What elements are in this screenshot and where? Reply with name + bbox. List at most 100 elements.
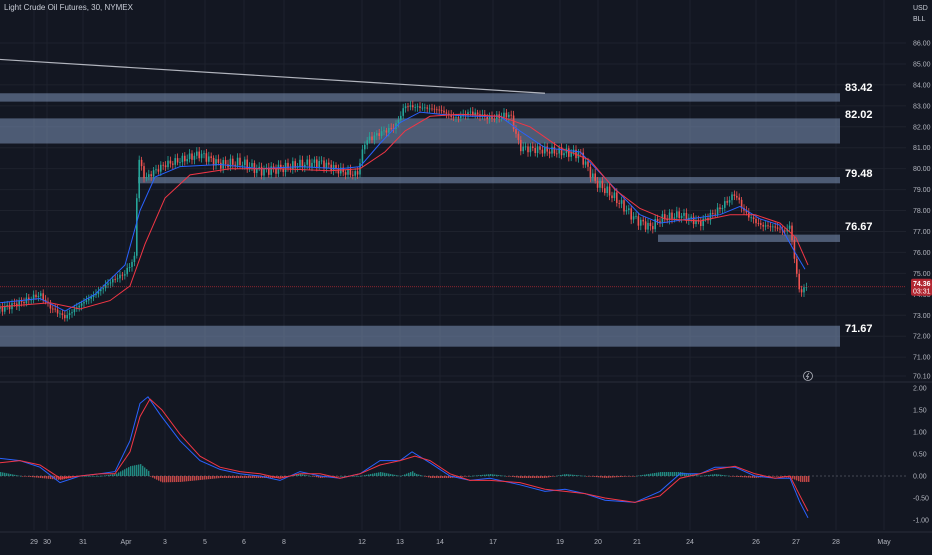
candle-body [599,180,601,188]
x-tick-label: Apr [121,539,133,546]
candle-body [539,146,541,150]
histogram-bar [606,476,608,478]
candle-body [505,112,508,118]
histogram-bar [212,476,214,479]
osc-line-blue [0,396,809,519]
candle-body [325,162,328,169]
histogram-bar [234,476,236,478]
candle-body [210,156,212,158]
candle-body [92,295,95,297]
histogram-bar [308,475,310,477]
histogram-bar [270,476,272,478]
candle-body [196,151,198,156]
candle-body [676,211,678,218]
candle-body [438,109,440,111]
y-tick-label: 82.00 [913,124,931,131]
histogram-bar [578,475,580,476]
histogram-bar [166,476,168,483]
histogram-bar [250,476,252,478]
histogram-bar [502,475,504,477]
x-tick-label: 19 [556,539,564,546]
candle-body [270,166,272,175]
candle-body [589,166,592,178]
candle-body [224,160,227,165]
histogram-bar [88,476,90,477]
histogram-bar [704,475,706,477]
histogram-bar [742,476,744,478]
lightning-icon [803,371,813,381]
candle-body [378,133,380,136]
histogram-bar [622,476,624,477]
histogram-bar [582,475,584,477]
candle-body [623,200,625,212]
candle-body [308,159,311,168]
histogram-bar [410,472,412,476]
y-tick-label: 86.00 [913,41,931,48]
histogram-bar [104,475,106,477]
candle-body [121,274,124,276]
histogram-bar [184,476,186,482]
histogram-bar [686,473,688,476]
level-label: 82.02 [845,109,873,121]
candle-body [664,214,666,220]
candle-body [517,133,520,140]
histogram-bar [484,474,486,476]
level-zone [658,234,840,242]
histogram-bar [646,474,648,476]
candle-body [582,152,584,165]
candle-body [328,162,330,165]
x-tick-label: 6 [242,539,246,546]
candle-body [260,166,263,176]
candle-body [191,153,193,160]
histogram-bar [366,474,368,476]
histogram-bar [134,465,136,476]
histogram-bar [132,465,134,476]
candle-body [157,169,160,172]
candle-body [335,165,337,169]
candle-body [726,201,728,203]
candle-body [8,305,11,310]
level-label: 76.67 [845,221,873,233]
candle-body [184,155,186,162]
histogram-bar [322,476,324,478]
histogram-bar [180,476,182,482]
histogram-bar [450,476,452,478]
histogram-bar [98,476,100,477]
candle-body [54,308,56,310]
candle-body [30,299,32,301]
histogram-bar [436,476,438,478]
histogram-bar [376,472,378,476]
candle-body [656,218,659,222]
histogram-bar [660,472,662,476]
histogram-bar [18,475,20,477]
histogram-bar [320,476,322,478]
histogram-bar [390,474,392,476]
histogram-bar [40,476,42,478]
candle-body [553,146,556,154]
osc-y-tick-label: 1.50 [913,408,927,415]
histogram-bar [412,471,414,476]
histogram-bar [334,476,336,477]
histogram-bar [562,474,564,476]
candle-body [769,226,772,228]
candle-body [160,164,162,172]
osc-y-tick-label: 0.00 [913,474,927,481]
candle-body [635,216,637,218]
level-zone [138,177,840,184]
histogram-bar [210,476,212,479]
candle-body [366,140,368,145]
histogram-bar [778,476,780,477]
candle-body [109,282,112,284]
level-zone [0,93,840,102]
candle-body [294,161,296,168]
candle-body [78,305,80,308]
candle-body [515,129,517,134]
histogram-bar [160,476,162,482]
candle-body [251,163,253,167]
histogram-bar [176,476,178,483]
histogram-bar [756,476,758,478]
candle-body [205,153,208,162]
